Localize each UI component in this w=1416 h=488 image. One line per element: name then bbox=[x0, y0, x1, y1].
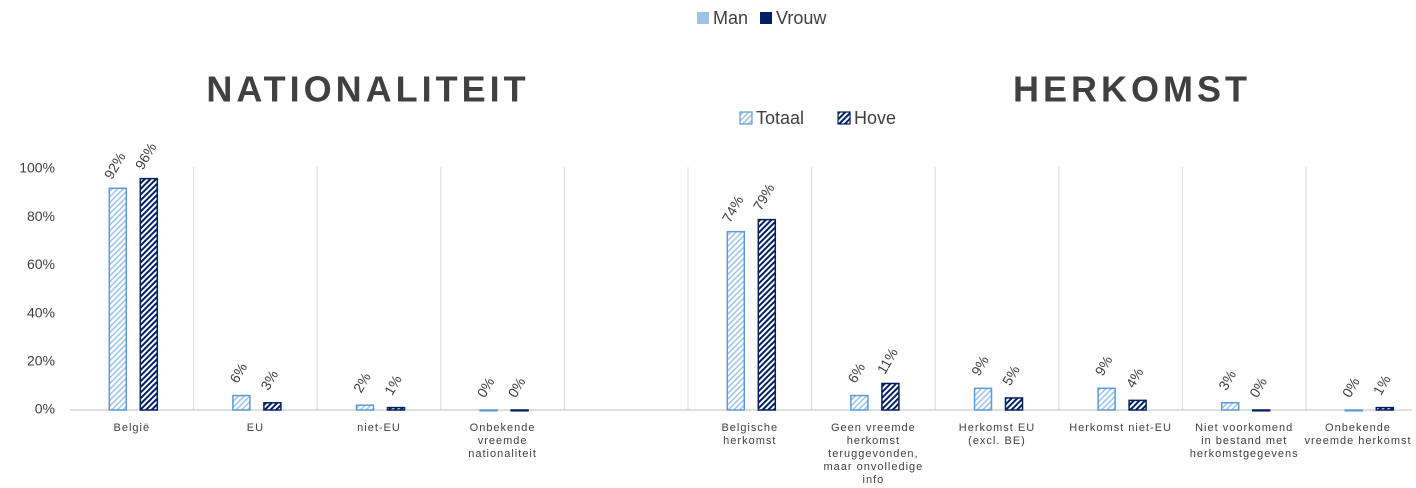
value-label: 9% bbox=[968, 353, 992, 379]
value-label: 6% bbox=[226, 360, 250, 386]
x-tick-label: Geen vreemde herkomst teruggevonden, maa… bbox=[823, 422, 924, 486]
legend-swatch bbox=[739, 111, 753, 125]
value-label: 0% bbox=[473, 375, 497, 401]
bar bbox=[726, 230, 746, 411]
legend-label: Man bbox=[713, 8, 748, 28]
bar bbox=[108, 187, 128, 411]
bar bbox=[1128, 399, 1147, 411]
bar bbox=[1344, 409, 1364, 412]
value-label: 4% bbox=[1122, 365, 1146, 391]
value-label: 3% bbox=[257, 367, 281, 393]
value-label: 3% bbox=[1215, 367, 1239, 393]
legend-label: Totaal bbox=[756, 108, 804, 128]
bar bbox=[757, 218, 777, 411]
bar bbox=[1097, 387, 1116, 411]
bar bbox=[1251, 409, 1271, 412]
x-tick-label: Onbekende vreemde nationaliteit bbox=[468, 422, 537, 460]
y-tick-label: 60% bbox=[27, 256, 55, 272]
value-label: 1% bbox=[1370, 372, 1394, 398]
legend-swatch bbox=[760, 12, 773, 24]
section-title: HERKOMST bbox=[1013, 69, 1251, 110]
legend-label: Vrouw bbox=[776, 8, 827, 28]
legend-label: Hove bbox=[854, 108, 896, 128]
bar bbox=[1220, 402, 1240, 411]
value-label: 9% bbox=[1091, 353, 1115, 379]
value-label: 0% bbox=[1339, 375, 1363, 401]
value-label: 0% bbox=[1246, 375, 1270, 401]
value-label: 0% bbox=[504, 375, 528, 401]
bar bbox=[850, 394, 869, 411]
bar bbox=[973, 387, 993, 411]
x-tick-label: Herkomst EU (excl. BE) bbox=[958, 422, 1036, 447]
bar bbox=[139, 177, 159, 411]
bar bbox=[510, 409, 529, 412]
value-label: 96% bbox=[132, 140, 160, 172]
y-tick-label: 80% bbox=[27, 208, 55, 224]
value-label: 2% bbox=[350, 370, 374, 396]
bar bbox=[232, 394, 251, 411]
bar bbox=[263, 402, 282, 411]
legend-swatch bbox=[837, 111, 851, 125]
x-tick-label: België bbox=[113, 422, 151, 434]
value-label: 92% bbox=[101, 149, 129, 181]
x-tick-label: Belgische herkomst bbox=[721, 422, 779, 447]
x-tick-label: Niet voorkomend in bestand met herkomstg… bbox=[1189, 422, 1299, 460]
bar bbox=[881, 382, 900, 411]
legend-swatch bbox=[697, 12, 709, 24]
x-tick-label: Onbekende vreemde herkomst bbox=[1304, 422, 1412, 447]
value-label: 79% bbox=[750, 181, 778, 213]
bar bbox=[1004, 397, 1024, 411]
bar bbox=[1375, 406, 1395, 411]
value-label: 1% bbox=[381, 372, 405, 398]
value-label: 5% bbox=[999, 363, 1023, 389]
y-tick-label: 40% bbox=[27, 304, 55, 320]
value-label: 11% bbox=[874, 345, 901, 376]
x-tick-label: niet-EU bbox=[357, 422, 401, 434]
bar bbox=[355, 404, 375, 411]
value-label: 74% bbox=[719, 193, 747, 225]
y-tick-label: 100% bbox=[19, 160, 55, 176]
y-tick-label: 20% bbox=[27, 353, 55, 369]
bar bbox=[479, 409, 498, 412]
x-tick-label: EU bbox=[246, 422, 265, 434]
x-tick-label: Herkomst niet-EU bbox=[1069, 422, 1172, 434]
bar bbox=[386, 406, 406, 411]
y-tick-label: 0% bbox=[35, 401, 55, 417]
section-title: NATIONALITEIT bbox=[206, 69, 529, 110]
value-label: 6% bbox=[844, 360, 868, 386]
